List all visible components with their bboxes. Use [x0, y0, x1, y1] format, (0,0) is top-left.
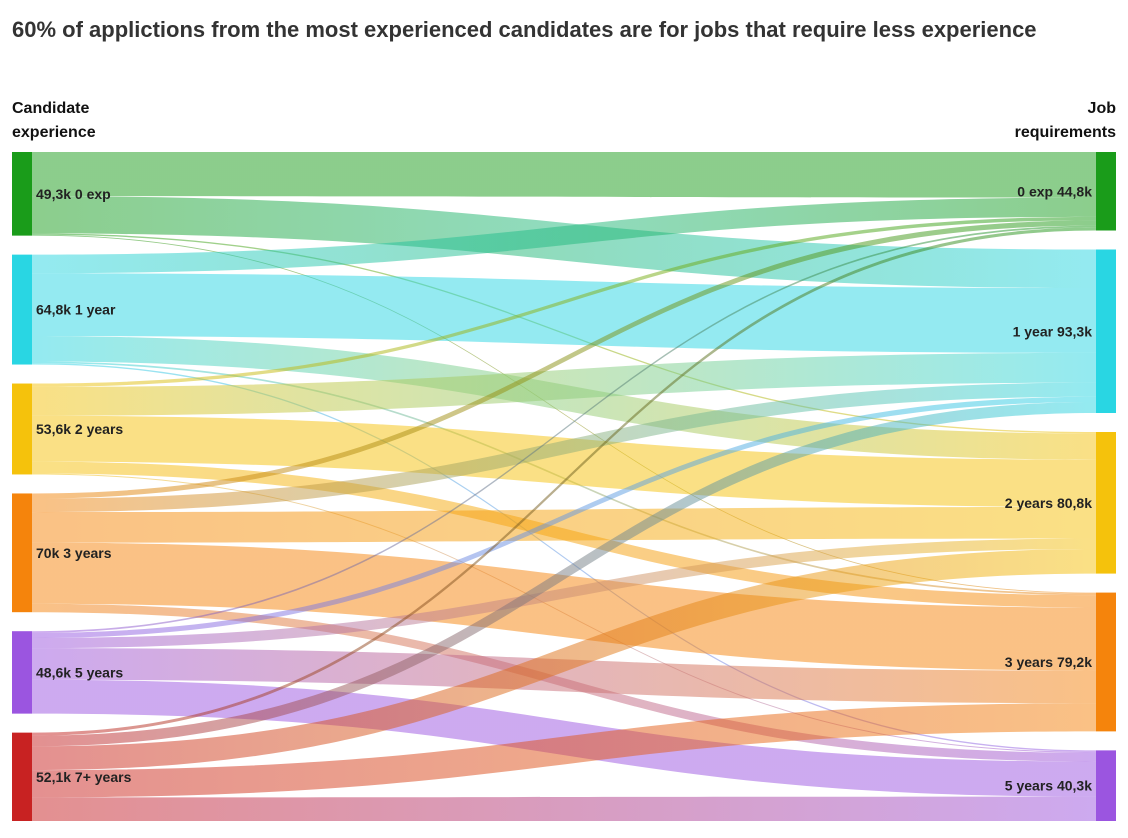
source-node-s2 [12, 383, 32, 475]
flow-s2-t0 [32, 216, 1096, 387]
flow-s5-t3 [32, 703, 1096, 798]
flow-s1-t4 [32, 363, 1096, 752]
flow-s2-t1 [32, 352, 1096, 416]
right-column-heading: Job requirements [1015, 97, 1116, 145]
source-node-s1 [12, 254, 32, 365]
source-label-s1: 64,8k 1 year [36, 302, 116, 318]
target-node-t0 [1096, 152, 1116, 231]
left-column-heading: Candidate experience [12, 97, 96, 145]
target-label-t4: 5 years 40,3k [1005, 778, 1092, 794]
flow-s5-t4 [32, 796, 1096, 821]
flow-s3-t1 [32, 382, 1096, 513]
flow-s3-t3 [32, 542, 1096, 671]
left-heading-line-2: experience [12, 124, 96, 141]
flow-s1-t0 [32, 197, 1096, 274]
target-label-t3: 3 years 79,2k [1005, 654, 1092, 670]
flow-s4-t0 [32, 225, 1096, 633]
flow-s3-t0 [32, 220, 1096, 499]
flow-links [32, 152, 1096, 821]
source-label-s4: 48,6k 5 years [36, 664, 123, 680]
flow-s5-t0 [32, 227, 1096, 736]
flow-s0-t0 [32, 152, 1096, 198]
target-node-t3 [1096, 592, 1116, 732]
flow-s1-t1 [32, 273, 1096, 353]
flow-s5-t1 [32, 401, 1096, 747]
target-node-t4 [1096, 750, 1116, 821]
flow-s4-t3 [32, 648, 1096, 704]
source-label-s3: 70k 3 years [36, 545, 112, 561]
flow-s3-t2 [32, 507, 1096, 543]
target-node-t2 [1096, 432, 1116, 574]
target-label-t2: 2 years 80,8k [1005, 495, 1092, 511]
flow-s4-t1 [32, 396, 1096, 638]
target-label-t0: 0 exp 44,8k [1017, 183, 1092, 199]
source-node-s4 [12, 631, 32, 714]
node-labels: 49,3k 0 exp 64,8k 1 year 53,6k 2 years 70k … [36, 183, 1092, 793]
target-label-t1: 1 year 93,3k [1013, 323, 1093, 339]
flow-s4-t2 [32, 538, 1096, 649]
flow-s2-t2 [32, 415, 1096, 508]
source-label-s5: 52,1k 7+ years [36, 769, 132, 785]
source-label-s0: 49,3k 0 exp [36, 186, 111, 202]
source-node-s5 [12, 732, 32, 821]
flow-s5-t2 [32, 549, 1096, 771]
chart-title: 60% of applictions from the most experie… [12, 17, 1037, 42]
target-node-t1 [1096, 249, 1116, 414]
source-label-s2: 53,6k 2 years [36, 421, 123, 437]
right-heading-line-1: Job [1087, 100, 1116, 117]
right-heading-line-2: requirements [1014, 124, 1116, 141]
source-node-s0 [12, 152, 32, 236]
source-node-s3 [12, 493, 32, 613]
nodes [12, 152, 1116, 821]
flow-s0-t3 [32, 234, 1096, 594]
left-heading-line-1: Candidate [12, 100, 90, 117]
